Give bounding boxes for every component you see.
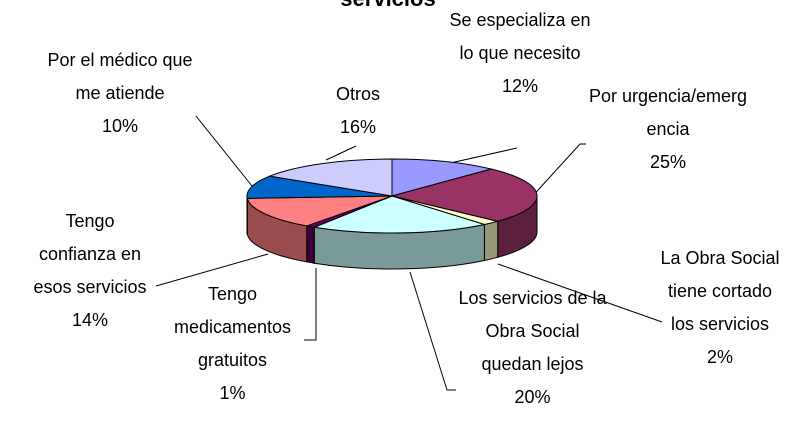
category-label: Los servicios de la Obra Social quedan l… <box>458 288 607 374</box>
value-label: 2% <box>706 347 733 367</box>
pie-side <box>483 220 499 262</box>
leader-line <box>517 143 586 213</box>
pie-slice <box>312 195 487 234</box>
value-label: 14% <box>71 310 109 330</box>
category-label: Se especializa en lo que necesito <box>449 10 591 63</box>
value-label: 12% <box>501 76 539 96</box>
leader-line <box>409 271 456 391</box>
category-label: La Obra Social tiene cortado los servici… <box>660 248 780 334</box>
leader-line <box>155 253 269 287</box>
leader-line <box>325 145 357 161</box>
slice-label: Los servicios de la Obra Social quedan l… <box>455 282 610 414</box>
pie-slice <box>391 168 538 222</box>
slice-label: Tengo medicamentos gratuitos 1% <box>165 278 300 410</box>
leader-line <box>497 263 663 323</box>
slice-label: Por el médico que me atiende 10% <box>45 44 195 143</box>
pie-slice <box>246 195 393 227</box>
slice-label: Se especializa en lo que necesito 12% <box>440 4 600 103</box>
pie-slice <box>267 158 393 197</box>
value-label: 1% <box>219 383 246 403</box>
category-label: Tengo medicamentos gratuitos <box>173 284 292 370</box>
chart-title: servicios <box>0 0 776 12</box>
value-label: 25% <box>649 152 687 172</box>
category-label: Otros <box>335 84 380 104</box>
category-label: Tengo confianza en esos servicios <box>33 211 147 297</box>
value-label: 20% <box>514 387 551 407</box>
leader-line <box>195 115 253 187</box>
category-label: Por el médico que me atiende <box>47 50 193 103</box>
pie-slice <box>391 158 492 197</box>
category-label: Por urgencia/emergencia <box>588 86 748 139</box>
pie-tops <box>246 158 538 234</box>
slice-label: Por urgencia/emergencia 25% <box>588 80 748 179</box>
value-label: 16% <box>339 117 377 137</box>
slice-label: Otros 16% <box>318 78 398 144</box>
pie-side <box>306 225 315 264</box>
value-label: 10% <box>101 116 139 136</box>
slice-label: Tengo confianza en esos servicios 14% <box>25 205 155 337</box>
leader-line <box>304 268 317 341</box>
pie-sides <box>246 195 538 270</box>
pie-slice <box>246 175 393 199</box>
slice-label: La Obra Social tiene cortado los servici… <box>660 242 780 374</box>
leader-lines <box>155 115 663 391</box>
